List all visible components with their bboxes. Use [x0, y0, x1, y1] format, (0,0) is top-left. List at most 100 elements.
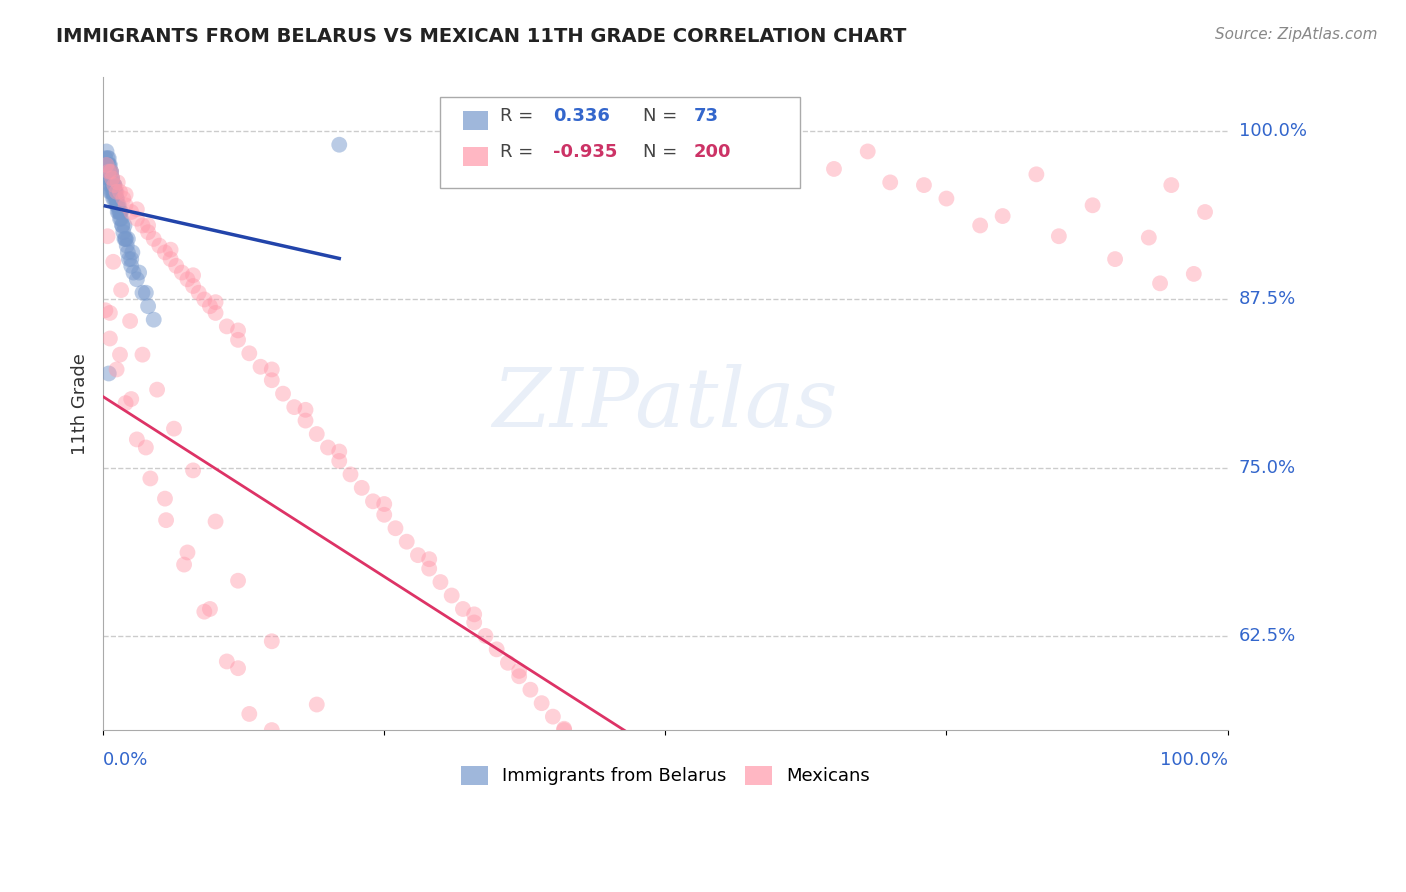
Point	[105, 192, 128, 206]
Point	[165, 259, 187, 273]
Point	[125, 433, 148, 447]
Point	[553, 723, 575, 737]
Point	[373, 497, 395, 511]
Point	[181, 268, 204, 283]
Point	[125, 272, 148, 286]
Point	[395, 534, 418, 549]
Point	[103, 254, 125, 268]
Point	[373, 508, 395, 522]
Point	[97, 158, 120, 172]
Point	[107, 198, 129, 212]
Point	[553, 722, 575, 736]
Point	[215, 319, 238, 334]
Point	[181, 279, 204, 293]
Point	[204, 295, 226, 310]
Text: 0.336: 0.336	[553, 107, 610, 125]
Point	[564, 737, 586, 751]
Text: 100.0%: 100.0%	[1160, 751, 1227, 769]
Point	[108, 198, 131, 212]
Point	[104, 192, 127, 206]
Point	[135, 285, 157, 300]
Point	[97, 367, 120, 381]
Point	[155, 513, 177, 527]
Point	[103, 178, 125, 193]
Point	[598, 777, 620, 791]
Point	[193, 293, 215, 307]
Point	[598, 780, 620, 795]
Point	[98, 164, 121, 178]
Point	[159, 243, 181, 257]
Point	[114, 232, 136, 246]
Text: R =: R =	[501, 107, 533, 125]
Point	[1104, 252, 1126, 266]
Point	[101, 171, 124, 186]
Point	[406, 548, 429, 562]
Point	[107, 198, 129, 212]
Point	[104, 185, 127, 199]
Point	[350, 481, 373, 495]
Point	[115, 238, 138, 252]
Bar	[463, 147, 488, 166]
Point	[316, 441, 339, 455]
Point	[688, 885, 710, 892]
Point	[117, 245, 139, 260]
Point	[131, 285, 153, 300]
Point	[97, 171, 120, 186]
Point	[328, 444, 350, 458]
Text: 62.5%: 62.5%	[1239, 627, 1296, 645]
Text: 0.0%: 0.0%	[103, 751, 149, 769]
Point	[176, 545, 198, 559]
Point	[575, 750, 598, 764]
Point	[117, 232, 139, 246]
Point	[142, 312, 165, 326]
Point	[118, 252, 141, 266]
Point	[100, 164, 122, 178]
Point	[101, 171, 124, 186]
Point	[271, 386, 294, 401]
Text: N =: N =	[643, 107, 678, 125]
Point	[530, 696, 553, 710]
Point	[148, 238, 170, 252]
Point	[193, 605, 215, 619]
Point	[935, 192, 957, 206]
Point	[1194, 205, 1216, 219]
Point	[103, 178, 125, 193]
Point	[305, 819, 328, 833]
Point	[879, 175, 901, 189]
Point	[98, 331, 121, 345]
Point	[120, 259, 142, 273]
Point	[451, 602, 474, 616]
Point	[97, 164, 120, 178]
Point	[384, 521, 406, 535]
Point	[294, 414, 316, 428]
Point	[100, 164, 122, 178]
Point	[238, 346, 260, 360]
Point	[643, 830, 665, 845]
Point	[131, 348, 153, 362]
Point	[1160, 178, 1182, 193]
Point	[103, 178, 125, 193]
Point	[112, 192, 135, 206]
Point	[226, 661, 249, 675]
Point	[260, 362, 283, 376]
Point	[654, 848, 676, 863]
Point	[114, 396, 136, 410]
Point	[114, 232, 136, 246]
Point	[103, 185, 125, 199]
Bar	[463, 112, 488, 129]
Point	[97, 229, 120, 244]
Point	[474, 629, 496, 643]
Point	[485, 642, 508, 657]
Point	[107, 175, 129, 189]
Point	[463, 607, 485, 622]
Point	[108, 185, 131, 199]
Point	[97, 171, 120, 186]
Point	[260, 373, 283, 387]
Point	[103, 178, 125, 193]
Point	[519, 682, 541, 697]
Point	[496, 656, 519, 670]
Point	[136, 225, 159, 239]
Point	[96, 158, 118, 172]
Point	[766, 151, 789, 165]
Point	[665, 857, 688, 871]
